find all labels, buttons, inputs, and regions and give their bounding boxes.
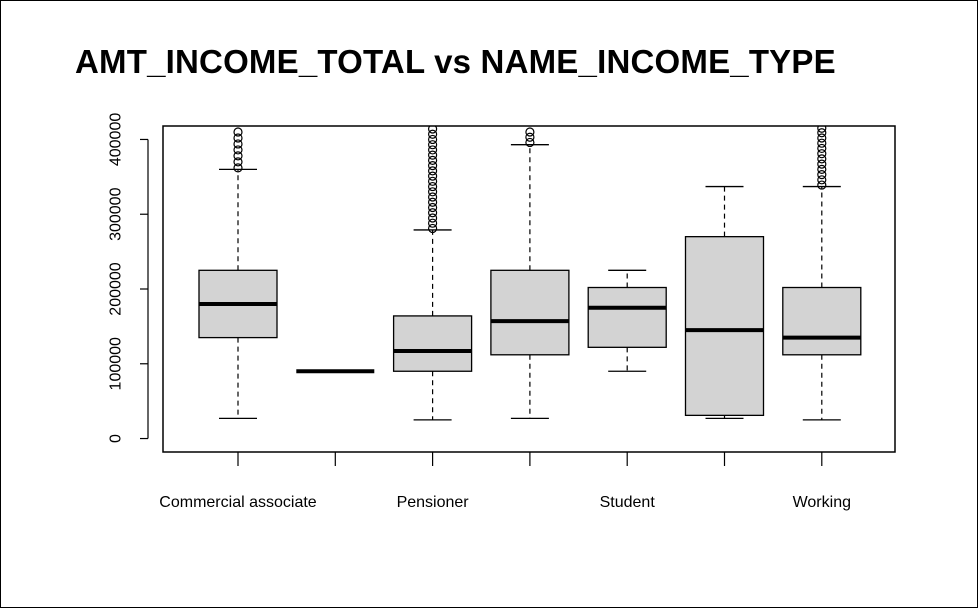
outlier-point	[428, 171, 438, 181]
outlier-point	[817, 154, 827, 164]
outlier-point	[233, 145, 243, 155]
outlier-point	[428, 202, 438, 213]
outlier-point	[428, 129, 438, 139]
outlier-point	[817, 126, 827, 133]
outlier-point	[428, 150, 438, 160]
outlier-point	[233, 133, 243, 143]
box-iqr	[782, 286, 862, 356]
outlier-point	[525, 137, 535, 148]
outlier-point	[428, 176, 438, 186]
outlier-point	[233, 157, 243, 167]
outlier-point	[525, 132, 535, 142]
y-tick-label: 0	[108, 434, 125, 443]
outlier-point	[817, 164, 827, 174]
outlier-point	[428, 134, 438, 145]
outlier-point	[428, 166, 438, 176]
outlier-point	[428, 192, 438, 202]
outlier-point	[428, 126, 438, 134]
y-tick-label: 300000	[108, 187, 125, 240]
x-tick-label: Working	[793, 494, 851, 511]
outlier-point	[817, 170, 827, 180]
outlier-point	[233, 139, 243, 149]
outlier-point	[233, 127, 243, 137]
y-tick-label: 100000	[108, 337, 125, 390]
chart-title: AMT_INCOME_TOTAL vs NAME_INCOME_TYPE	[75, 43, 836, 80]
outlier-point	[817, 143, 827, 154]
outlier-point	[428, 181, 438, 192]
x-tick-label: Pensioner	[397, 494, 470, 511]
outlier-point	[428, 197, 438, 207]
box-iqr	[587, 286, 667, 348]
outlier-point	[428, 208, 438, 218]
outlier-point	[428, 140, 438, 150]
outlier-point	[817, 159, 827, 169]
outlier-point	[233, 163, 243, 173]
y-tick-label: 200000	[108, 262, 125, 315]
outlier-point	[428, 155, 438, 165]
outlier-point	[428, 218, 438, 228]
outlier-point	[525, 127, 535, 137]
x-tick-label: Commercial associate	[159, 494, 316, 511]
plot-border	[162, 125, 896, 453]
outlier-point	[817, 133, 827, 143]
x-tick-label: Student	[600, 494, 656, 511]
outlier-point	[817, 138, 827, 148]
box-iqr	[392, 315, 473, 372]
outlier-point	[817, 149, 827, 159]
box-iqr	[684, 236, 765, 417]
outlier-point	[233, 151, 243, 161]
outlier-point	[428, 223, 438, 234]
outlier-point	[428, 187, 438, 197]
outlier-point	[428, 161, 438, 171]
y-tick-label: 400000	[108, 113, 125, 166]
outlier-point	[428, 213, 438, 223]
box-iqr	[490, 269, 570, 356]
outlier-point	[817, 128, 827, 138]
outlier-point	[817, 180, 827, 190]
outlier-point	[817, 175, 827, 185]
outlier-point	[428, 145, 438, 155]
